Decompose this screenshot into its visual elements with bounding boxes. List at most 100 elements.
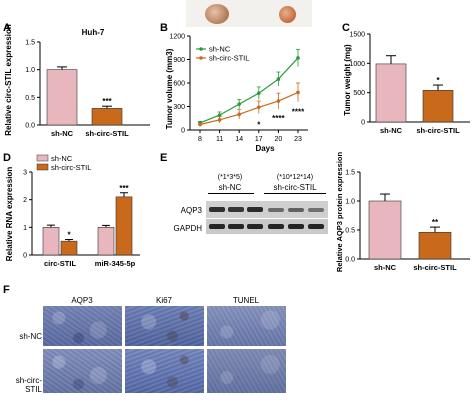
chart-c-bar [422, 90, 454, 123]
ihc-image-nc-aqp3 [43, 306, 122, 346]
chart-d-bar [97, 227, 115, 256]
chart-b-point [237, 112, 241, 117]
chart-e-plot: 0.0 0.5 1.0 1.5 sh-NC ** sh-circ-STIL [345, 170, 470, 272]
chart-b-point [257, 105, 261, 110]
chart-d-x-tick-label: miR-345-5p [95, 259, 136, 268]
tumor-circ-image [279, 6, 296, 23]
blot-group2-ids: (*10*12*14) [276, 174, 314, 181]
panel-letter-d: D [3, 152, 11, 164]
chart-b-xlabel: Days [255, 144, 275, 153]
panel-letter-b: B [160, 22, 168, 34]
chart-b-point [198, 122, 202, 127]
chart-e-ylabel: Relative AQP3 protein expression [335, 152, 344, 272]
chart-b-legend-marker [199, 47, 203, 51]
chart-e-significance: ** [432, 218, 439, 227]
blot-group2-underline [264, 193, 326, 194]
blot-group1-name: sh-NC [218, 183, 242, 192]
chart-d-y-tick-label: 1 [23, 225, 27, 232]
chart-d-significance: * [67, 231, 71, 240]
blot-row-label-aqp3: AQP3 [180, 206, 202, 215]
chart-d-bar [60, 240, 78, 256]
blot-group1-ids: (*1*3*5) [217, 174, 243, 181]
chart-e-bar [418, 232, 452, 260]
chart-d-bar [115, 196, 133, 256]
chart-c-y-tick-label: 500 [353, 90, 365, 97]
chart-e-y-tick-label: 1.0 [345, 199, 355, 206]
chart-b-x-tick-label: 20 [275, 136, 283, 143]
panel-letter-f: F [3, 284, 10, 296]
chart-e-bar [368, 200, 402, 260]
blot-aqp3-strip [206, 201, 328, 218]
chart-d-significance: *** [119, 184, 129, 193]
ihc-row-sh-circ-stil: sh-circ-STIL [15, 376, 42, 394]
chart-a-plot: 0.0 0.5 1.0 1.5 sh-NC *** sh-circ-STIL [25, 40, 150, 138]
chart-b: Tumor volume (mm3) Days 0 300 600 900 1200 8 1… [165, 34, 308, 153]
ihc-image-nc-tunel [207, 306, 286, 346]
chart-b-y-tick-label: 900 [173, 57, 185, 64]
chart-b-point [296, 90, 300, 95]
panel-letter-c: C [342, 22, 350, 34]
chart-b-series-line [199, 91, 299, 126]
chart-e-y-tick-label: 0.0 [345, 257, 355, 264]
blot-band [308, 224, 324, 229]
chart-e-y-tick-label: 1.5 [345, 170, 355, 177]
ihc-image-nc-ki67 [125, 306, 204, 346]
ihc-col-tunel: TUNEL [232, 296, 260, 305]
tumor-nc-image [205, 4, 229, 24]
blot-gapdh-strip [206, 219, 328, 234]
chart-d-y-tick-label: 3 [23, 170, 27, 177]
chart-e-y-tick-label: 0.5 [345, 228, 355, 235]
chart-b-significance: **** [272, 114, 285, 123]
chart-d-x-tick-label: circ-STIL [44, 259, 77, 268]
chart-b-point [296, 56, 300, 60]
blot-band [209, 207, 225, 212]
blot-band [268, 208, 284, 212]
blot-band [209, 224, 225, 229]
chart-c-plot: 0 500 1000 1500 sh-NC * sh-circ-STIL [349, 32, 470, 135]
blot-band [268, 224, 284, 229]
chart-b-series-line [199, 57, 299, 124]
chart-d-y-tick-label: 0 [23, 253, 27, 260]
tumor-photo [186, 0, 312, 27]
chart-b-x-tick-label: 8 [198, 136, 202, 143]
chart-c-x-tick-label: sh-circ-STIL [416, 126, 460, 135]
chart-a-x-tick-label: sh-circ-STIL [85, 129, 129, 138]
blot-group1-underline [208, 193, 254, 194]
chart-a-y-tick-label: 0.5 [25, 95, 35, 102]
chart-e-x-tick-label: sh-circ-STIL [413, 263, 457, 272]
chart-d-legend-swatch [36, 154, 49, 162]
ihc-image-circ-ki67 [125, 349, 204, 393]
chart-a: Huh-7 Relative circ-STIL expression 0.00… [4, 24, 150, 138]
chart-c-x-tick-label: sh-NC [380, 126, 403, 135]
chart-e: Relative AQP3 protein expression 0.0 0.5 1… [335, 152, 470, 272]
chart-b-point [237, 102, 241, 106]
chart-b-point [257, 91, 261, 95]
chart-b-y-tick-label: 1200 [169, 34, 185, 41]
chart-c-y-tick-label: 0 [361, 120, 365, 127]
chart-a-x-tick-label: sh-NC [51, 129, 74, 138]
chart-b-x-tick-label: 23 [294, 136, 302, 143]
chart-e-x-tick-label: sh-NC [374, 263, 397, 272]
chart-d-ylabel: Relative RNA expression [5, 167, 14, 262]
blot-band [288, 208, 304, 212]
ihc-col-ki67: Ki67 [155, 296, 172, 305]
chart-b-legend-label: sh-circ-STIL [209, 54, 249, 63]
chart-b-point [276, 77, 281, 81]
chart-d-y-tick-label: 2 [23, 197, 27, 204]
chart-b-x-tick-label: 14 [235, 136, 243, 143]
chart-c-y-tick-label: 1500 [349, 32, 365, 39]
chart-a-bar [46, 69, 78, 126]
chart-b-y-tick-label: 600 [173, 81, 185, 88]
chart-a-y-tick-label: 0.0 [25, 123, 35, 130]
blot-group2-name: sh-circ-STIL [273, 183, 317, 192]
chart-d-plot: 0 1 2 3 * circ-STIL *** miR-345-5p sh-NCsh-circ-… [23, 154, 140, 268]
chart-c-bar [375, 63, 407, 123]
chart-b-legend-marker [199, 56, 203, 60]
chart-a-title: Huh-7 [82, 28, 105, 37]
panel-letter-e: E [160, 152, 168, 164]
ihc-col-aqp3: AQP3 [71, 296, 93, 305]
chart-d-legend-label: sh-circ-STIL [51, 163, 91, 172]
blot-band [228, 207, 244, 212]
chart-b-x-tick-label: 17 [255, 136, 263, 143]
